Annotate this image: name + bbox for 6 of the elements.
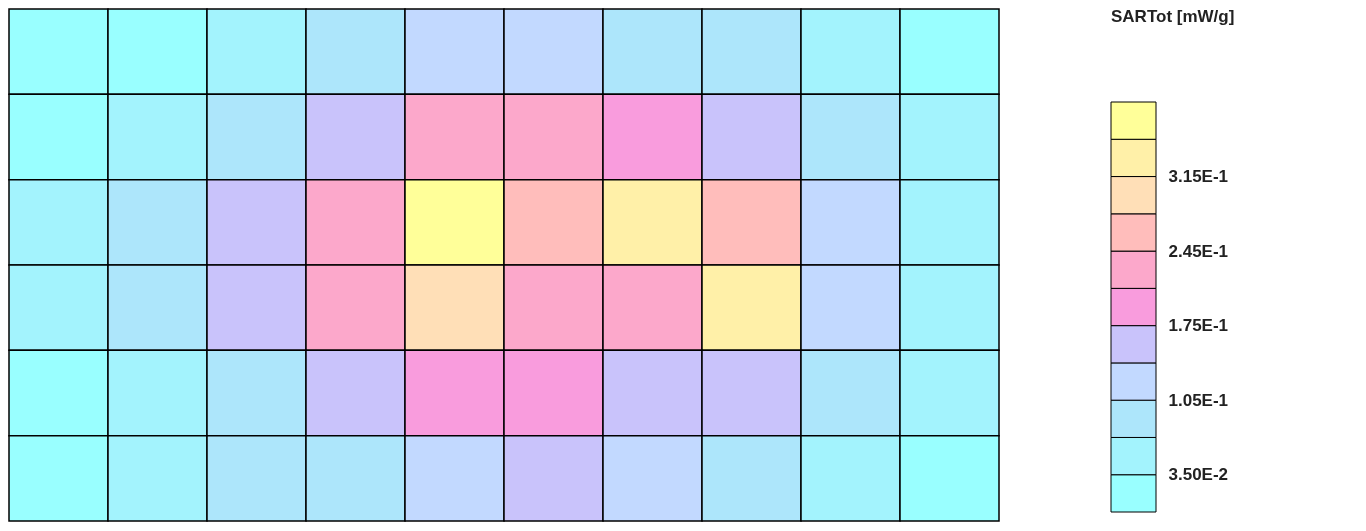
color-bar-label: 2.45E-1 [1168,241,1229,261]
color-bar-label: 1.75E-1 [1168,316,1229,336]
color-bar-label: 3.15E-1 [1168,167,1229,187]
color-bar-label: 1.05E-1 [1168,390,1229,410]
color-bar-title: SARTot [mW/g] [1111,7,1235,26]
color-bar-label: 3.50E-2 [1168,465,1229,485]
